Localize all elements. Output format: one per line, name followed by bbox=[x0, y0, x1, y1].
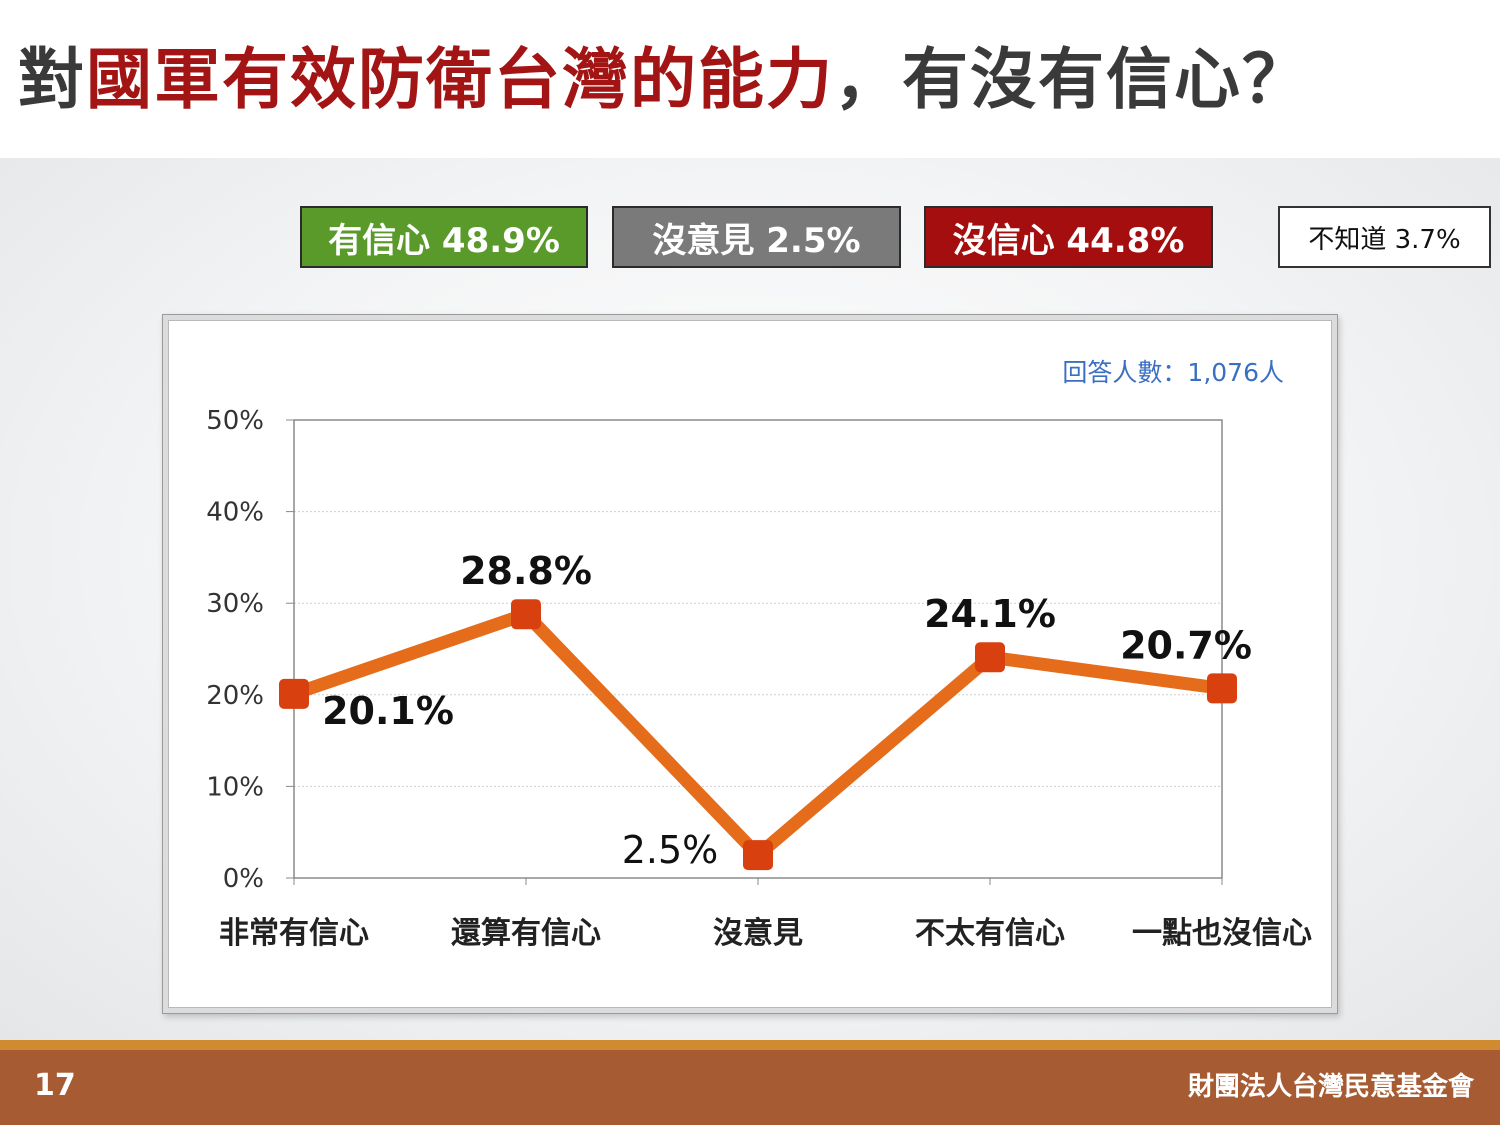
data-point-marker bbox=[279, 678, 309, 709]
y-tick-label: 50% bbox=[206, 406, 264, 436]
data-label: 2.5% bbox=[622, 828, 719, 872]
x-tick-label: 不太有信心 bbox=[915, 916, 1065, 951]
x-tick-label: 還算有信心 bbox=[451, 916, 601, 951]
line-chart: 0% 10% 20% 30% 40% 50% 非常有信心 還算有信心 沒意見 不太有信心 一點也沒信… bbox=[206, 358, 1312, 951]
title-highlight: 國軍有效防衛台灣的能力 bbox=[86, 41, 834, 118]
title-suffix: ，有沒有信心？ bbox=[834, 41, 1310, 118]
y-tick-label: 40% bbox=[206, 498, 264, 528]
y-tick-label: 30% bbox=[206, 589, 264, 619]
data-label: 20.1% bbox=[322, 689, 454, 733]
data-point-marker bbox=[975, 642, 1005, 673]
data-label: 24.1% bbox=[924, 592, 1056, 636]
data-label: 20.7% bbox=[1120, 623, 1252, 667]
x-tick-label: 非常有信心 bbox=[219, 916, 369, 951]
summary-not-confident-box: 沒信心 44.8% bbox=[924, 206, 1213, 268]
respondent-count-note: 回答人數：1,076人 bbox=[1062, 358, 1284, 387]
x-tick-label: 一點也沒信心 bbox=[1132, 916, 1312, 951]
title-prefix: 對 bbox=[18, 41, 86, 118]
page-number: 17 bbox=[34, 1068, 76, 1103]
chart-frame: 0% 10% 20% 30% 40% 50% 非常有信心 還算有信心 沒意見 不太有信心 一點也沒信… bbox=[162, 314, 1338, 1014]
data-label: 28.8% bbox=[460, 549, 592, 593]
page-title: 對國軍有效防衛台灣的能力，有沒有信心？ bbox=[18, 34, 1310, 126]
title-bar: 對國軍有效防衛台灣的能力，有沒有信心？ bbox=[0, 0, 1500, 158]
data-point-marker bbox=[1207, 673, 1237, 704]
footer-band bbox=[0, 1040, 1500, 1125]
y-tick-label: 0% bbox=[223, 864, 264, 894]
organization-name: 財團法人台灣民意基金會 bbox=[1187, 1072, 1474, 1102]
series-line bbox=[287, 607, 1229, 862]
data-point-marker bbox=[511, 599, 541, 630]
x-tick-label: 沒意見 bbox=[713, 916, 803, 951]
y-tick-label: 10% bbox=[206, 772, 264, 802]
summary-no-opinion-box: 沒意見 2.5% bbox=[612, 206, 901, 268]
y-tick-label: 20% bbox=[206, 681, 264, 711]
summary-dont-know-box: 不知道 3.7% bbox=[1278, 206, 1491, 268]
summary-confident-box: 有信心 48.9% bbox=[300, 206, 588, 268]
data-point-marker bbox=[743, 840, 773, 871]
